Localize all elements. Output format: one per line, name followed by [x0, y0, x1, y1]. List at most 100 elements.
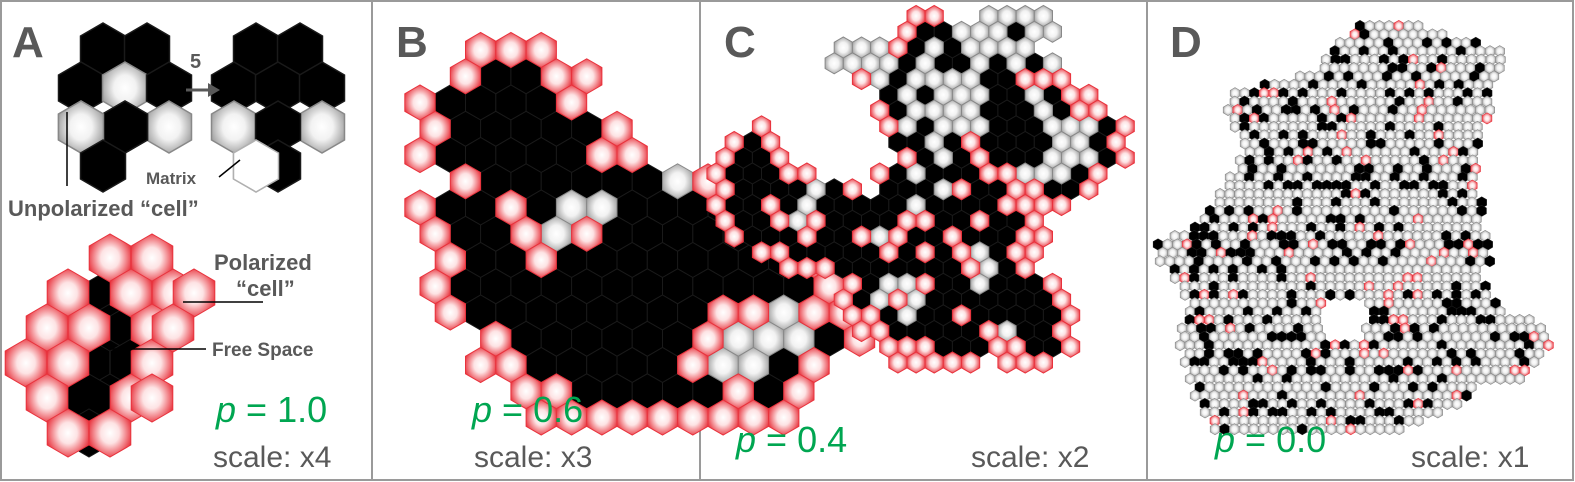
unpolarized-cell [145, 100, 193, 154]
unpolarized-cell [1394, 423, 1405, 436]
polarized-cell [449, 163, 482, 200]
unpolarized-cell [1354, 288, 1365, 301]
matrix-cell [232, 139, 280, 193]
polarized-cell [879, 241, 899, 264]
panel-letter-b: B [396, 18, 428, 67]
polarized-cell [897, 146, 917, 169]
panel-letter-a: A [12, 18, 44, 67]
matrix-leader-line [218, 159, 241, 178]
polarized-cell [942, 351, 962, 374]
unpolarized-cell [1184, 372, 1196, 385]
arrow-icon [186, 83, 220, 97]
scale-label-a: scale: x4 [213, 441, 331, 474]
polarized-cell [1033, 67, 1053, 91]
matrix-label: Matrix [146, 169, 197, 188]
unpolarized-cell [933, 146, 953, 169]
polarized-cell [1070, 99, 1090, 122]
polarized-cell [1115, 146, 1135, 169]
unpolarized-cell [1529, 356, 1540, 368]
polarized-cell [797, 162, 817, 185]
unpolarized-cell [1169, 272, 1181, 284]
unpolarized-cell [298, 100, 346, 154]
polarized-cell [979, 162, 999, 185]
polarized-cell [879, 115, 899, 138]
polarized-cell [915, 209, 935, 232]
polarized-cell [815, 256, 835, 280]
polarized-cell [970, 209, 990, 232]
polarized-cell-label-line2: “cell” [236, 276, 295, 301]
unpolarized-cell [1384, 423, 1395, 436]
polarized-cell [88, 408, 132, 458]
p-value-b: p = 0.6 [471, 389, 583, 430]
polarized-cell [870, 162, 890, 185]
polarized-cell-label-line1: Polarized [214, 250, 312, 275]
free-space-label: Free Space [212, 340, 313, 361]
polarized-cell [997, 351, 1017, 374]
polarized-cell [888, 36, 908, 59]
unpolarized-cell [1504, 372, 1516, 385]
unpolarized-cell [1494, 62, 1505, 74]
p-value-c: p = 0.4 [735, 419, 847, 460]
polarized-cell [961, 351, 981, 374]
polarized-cell [961, 256, 981, 280]
scale-label-b: scale: x3 [474, 441, 592, 474]
polarized-cell [851, 319, 872, 343]
unpolarized-cell [824, 52, 844, 75]
unpolarized-cell [1442, 398, 1453, 410]
polarized-cell [888, 351, 908, 374]
polarized-cell [404, 136, 436, 174]
panel-a-polarized-cluster [4, 233, 216, 458]
polarized-cell [571, 215, 603, 252]
unpolarized-cell [1052, 162, 1072, 185]
polarized-cell [1033, 351, 1053, 374]
polarized-cell [779, 162, 799, 185]
polarized-cell [130, 373, 174, 423]
polarized-cell [1061, 335, 1081, 358]
scale-label-c: scale: x2 [971, 441, 1089, 474]
polarized-cell [951, 304, 972, 327]
step-count-label: 5 [190, 51, 201, 73]
unpolarized-cell [1488, 70, 1500, 83]
polarized-cell [915, 272, 935, 295]
polarized-cell [924, 4, 944, 28]
polarized-cell [449, 58, 482, 95]
polarized-cell [797, 256, 817, 280]
polarized-cell [677, 346, 709, 384]
panel-a-matrix-cluster [210, 22, 346, 193]
unpolarized-cell-label: Unpolarized “cell” [8, 196, 199, 221]
scale-label-d: scale: x1 [1411, 441, 1529, 474]
free-space-cell [1461, 389, 1472, 402]
p-value-d: p = 0.0 [1214, 419, 1326, 460]
polarized-cell [737, 294, 770, 331]
polarized-cell [888, 288, 908, 311]
unpolarized-cell [1413, 414, 1424, 427]
polarized-cell [842, 178, 862, 201]
polarized-cell [151, 303, 195, 353]
unpolarized-cell [1199, 406, 1211, 419]
panel-b-colony [404, 31, 876, 436]
polarized-cell [751, 241, 772, 264]
unpolarized-cell [1179, 288, 1191, 301]
polarized-cell [1015, 351, 1035, 374]
polarized-cell [434, 294, 466, 331]
free-space-cell [79, 139, 127, 193]
free-space-cell [1484, 255, 1495, 268]
polarized-cell [525, 241, 557, 279]
unpolarized-cell [1229, 120, 1241, 133]
polarized-cell [915, 241, 935, 264]
unpolarized-cell [1154, 255, 1166, 268]
polarized-cell [797, 225, 817, 248]
unpolarized-cell [1365, 423, 1376, 436]
unpolarized-cell [1514, 372, 1525, 385]
unpolarized-cell [1222, 104, 1234, 116]
polarized-cell [555, 84, 588, 121]
polarized-cell [1015, 256, 1035, 280]
polarized-cell [616, 136, 648, 174]
panel-a-unpolarized-cluster [57, 22, 193, 193]
unpolarized-cell [897, 115, 917, 138]
polarized-cell [779, 256, 799, 280]
polarized-cell [906, 351, 926, 374]
unpolarized-cell [933, 178, 953, 201]
unpolarized-cell [1475, 372, 1487, 385]
